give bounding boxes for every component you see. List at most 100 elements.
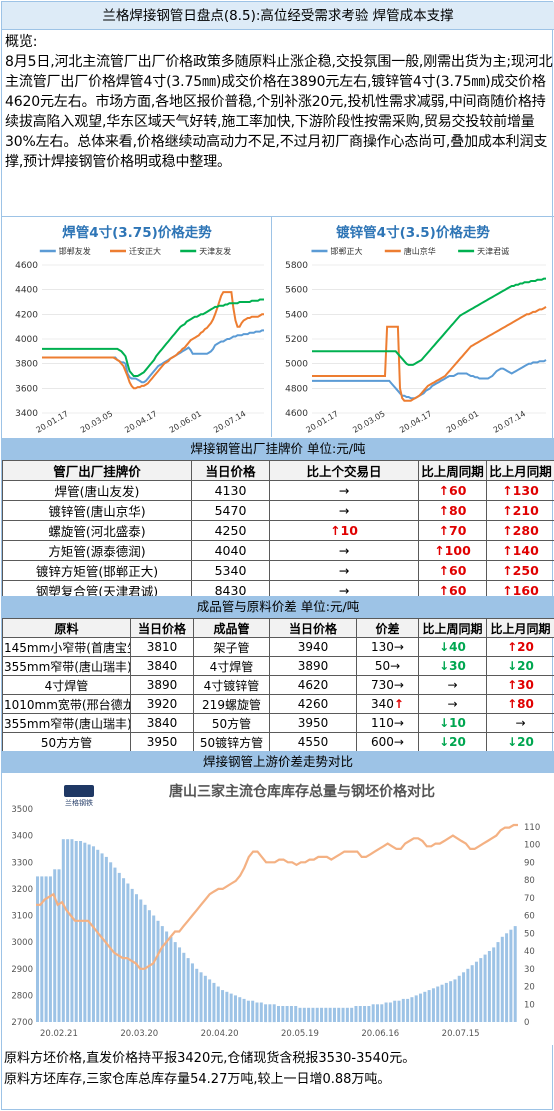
week-change: ↑80 — [418, 500, 487, 521]
x-tick-label: 20.07.15 — [442, 1029, 480, 1039]
y-tick-label: 4400 — [15, 286, 38, 296]
inventory-bar — [311, 1007, 315, 1022]
y-tick-label: 3400 — [15, 409, 38, 419]
spread-direction: → — [393, 678, 404, 692]
today-price: 4040 — [191, 540, 270, 561]
y-tick-label: 3800 — [15, 360, 38, 370]
inventory-bar — [182, 952, 186, 1022]
inventory-bar — [259, 1002, 263, 1022]
report-title: 兰格焊接钢管日盘点(8.5):高位经受需求考验 焊管成本支撑 — [2, 2, 554, 30]
table-row: 镀锌方矩管(邯郸正大) 5340 → ↑60 ↑250 — [2, 560, 554, 581]
inventory-bar — [341, 1007, 345, 1022]
y-left-tick-label: 2700 — [11, 1018, 33, 1028]
y-right-tick-label: 100 — [524, 841, 540, 851]
inventory-bar — [401, 998, 405, 1022]
inventory-bar — [466, 968, 470, 1023]
inventory-bar — [315, 1007, 319, 1022]
summary-text: 8月5日,河北主流管厂出厂价格政策多随原料止涨企稳,交投氛围一般,刚需出货为主;… — [5, 54, 553, 170]
galvanized-pipe-chart: 镀锌管4寸(3.5)价格走势 邯郸正大 唐山京华 天津君诚 4600 4800 5000 52… — [272, 217, 554, 437]
column-header: 当日价格 — [130, 618, 194, 638]
column-header: 当日价格 — [191, 460, 270, 481]
inventory-bar — [74, 841, 78, 1022]
day-change: → — [269, 500, 419, 521]
raw-material: 50方方管 — [2, 732, 131, 752]
today-price: 8430 — [191, 580, 270, 601]
inventory-bar — [436, 986, 440, 1022]
column-header: 比上月同期 — [486, 460, 554, 481]
inventory-bar — [457, 975, 461, 1022]
legend-label-0: 邯郸正大 — [330, 246, 362, 256]
series-line-1 — [312, 306, 547, 402]
inventory-bar — [393, 1000, 397, 1022]
inventory-bar — [122, 878, 126, 1022]
table-row: 4寸焊管 3890 4寸镀锌管 4620 730→ → ↑30 — [2, 675, 554, 695]
inventory-bar — [160, 926, 164, 1022]
week-change: ↑100 — [418, 540, 487, 561]
month-change: ↑160 — [486, 580, 554, 601]
column-header: 比上周同期 — [418, 460, 487, 481]
spread-direction: → — [393, 735, 404, 749]
spread-direction: → — [390, 659, 401, 673]
column-header: 比上周同期 — [418, 618, 487, 638]
price-spread: 110→ — [356, 713, 419, 733]
inventory-bar — [40, 876, 44, 1022]
inventory-bar — [479, 958, 483, 1022]
week-change: ↓20 — [418, 732, 487, 752]
inventory-bar — [496, 942, 500, 1022]
y-right-tick-label: 110 — [524, 823, 540, 833]
inventory-bar — [289, 1006, 293, 1022]
series-line-2 — [312, 277, 546, 366]
spread-direction: → — [393, 640, 404, 654]
inventory-bar — [345, 1007, 349, 1022]
chart-title: 焊管4寸(3.75)价格走势 — [62, 224, 212, 241]
spread-direction: → — [393, 716, 404, 730]
month-change: ↑20 — [486, 637, 554, 657]
y-tick-label: 5800 — [285, 261, 308, 271]
column-header: 成品管 — [193, 618, 270, 638]
y-right-tick-label: 40 — [524, 947, 535, 957]
inventory-bar — [242, 998, 246, 1022]
legend-label-2: 天津友发 — [199, 246, 231, 256]
inventory-bar — [186, 958, 190, 1022]
inventory-bar — [152, 915, 156, 1022]
column-header: 比上月同期 — [486, 618, 554, 638]
inventory-bar — [487, 951, 491, 1022]
raw-price: 3840 — [130, 656, 194, 676]
y-right-tick-label: 60 — [524, 912, 535, 922]
pipe-price: 3940 — [269, 637, 357, 657]
footer-line-1: 原料方坯价格,直发价格持平报3420元,仓储现货含税报3530-3540元。 — [4, 1051, 416, 1066]
finished-pipe: 4寸焊管 — [193, 656, 270, 676]
inventory-bar — [126, 883, 130, 1022]
legend-label-1: 唐山京华 — [404, 246, 436, 256]
inventory-bar — [199, 972, 203, 1022]
product-name: 钢塑复合管(天津君诚) — [2, 580, 192, 601]
inventory-bar — [268, 1004, 272, 1023]
sec3-heading: 焊接钢管上游价差走势对比 — [2, 751, 554, 773]
inventory-bar — [427, 990, 431, 1022]
today-price: 4250 — [191, 520, 270, 541]
month-change: ↓20 — [486, 656, 554, 676]
inventory-bar — [57, 869, 61, 1022]
inventory-bar — [444, 982, 448, 1022]
footer-notes: 原料方坯价格,直发价格持平报3420元,仓储现货含税报3530-3540元。 原… — [4, 1048, 552, 1090]
inventory-bar — [470, 965, 474, 1022]
y-tick-label: 5600 — [285, 286, 308, 296]
week-change: ↑60 — [418, 560, 487, 581]
week-change: ↓40 — [418, 637, 487, 657]
table-row: 方矩管(源泰德润) 4040 → ↑100 ↑140 — [2, 540, 554, 561]
raw-price: 3950 — [130, 732, 194, 752]
today-price: 5470 — [191, 500, 270, 521]
today-price: 5340 — [191, 560, 270, 581]
inventory-bar — [216, 986, 220, 1022]
inventory-bar — [272, 1004, 276, 1023]
inventory-bar — [384, 1002, 388, 1022]
raw-material: 4寸焊管 — [2, 675, 131, 695]
y-right-tick-label: 90 — [524, 858, 535, 868]
price-spread: 600→ — [356, 732, 419, 752]
y-left-tick-label: 3000 — [11, 938, 33, 948]
pipe-price: 4260 — [269, 694, 357, 714]
month-change: ↑250 — [486, 560, 554, 581]
week-change: ↓10 — [418, 713, 487, 733]
finished-pipe: 4寸镀锌管 — [193, 675, 270, 695]
